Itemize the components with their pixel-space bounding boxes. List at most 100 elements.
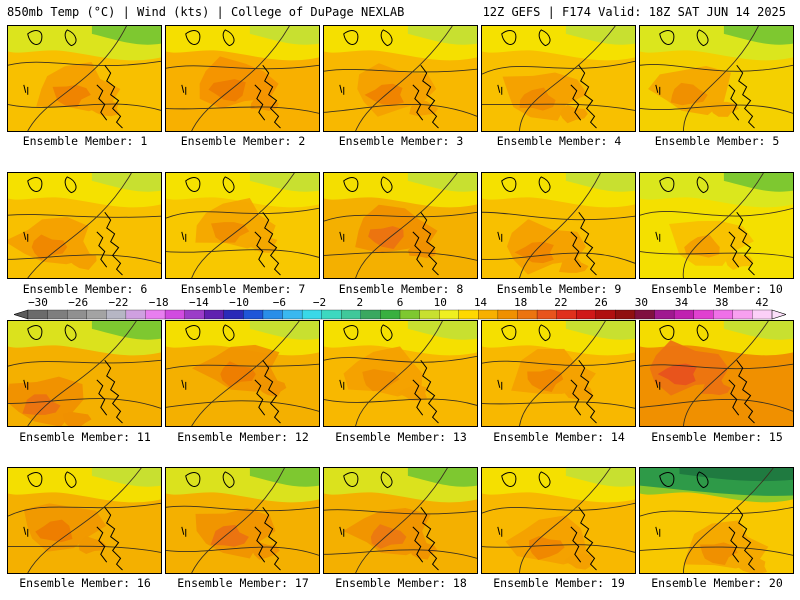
ensemble-member-label: Ensemble Member: 18 bbox=[335, 576, 467, 590]
colorbar-bin bbox=[86, 309, 107, 320]
ensemble-member-label: Ensemble Member: 6 bbox=[22, 282, 148, 296]
temperature-field-map bbox=[166, 468, 319, 573]
colorbar-swatches bbox=[14, 309, 786, 320]
colorbar-tick-label: 26 bbox=[594, 296, 608, 309]
header-title: 850mb Temp (°C) | Wind (kts) | College o… bbox=[7, 5, 405, 19]
colorbar-bin bbox=[47, 309, 68, 320]
ensemble-member-label: Ensemble Member: 11 bbox=[19, 430, 151, 444]
ensemble-member-label: Ensemble Member: 9 bbox=[496, 282, 622, 296]
header-run-info: 12Z GEFS | F174 Valid: 18Z SAT JUN 14 20… bbox=[482, 5, 786, 19]
colorbar-bin bbox=[654, 309, 675, 320]
colorbar-bin bbox=[595, 309, 616, 320]
colorbar-tick-label: 14 bbox=[473, 296, 488, 309]
temperature-field-map bbox=[8, 468, 161, 573]
temperature-field-map bbox=[324, 173, 477, 278]
colorbar-bin bbox=[321, 309, 342, 320]
colorbar-bin bbox=[615, 309, 636, 320]
ensemble-member-label: Ensemble Member: 15 bbox=[651, 430, 783, 444]
ensemble-map-panel bbox=[165, 25, 320, 132]
colorbar-bin bbox=[184, 309, 205, 320]
ensemble-member-label: Ensemble Member: 17 bbox=[177, 576, 309, 590]
colorbar-bin bbox=[713, 309, 734, 320]
ensemble-member-label: Ensemble Member: 14 bbox=[493, 430, 625, 444]
colorbar-bin bbox=[556, 309, 577, 320]
colorbar-tick-label: 30 bbox=[634, 296, 648, 309]
colorbar-bin bbox=[517, 309, 538, 320]
colorbar-bin bbox=[67, 309, 88, 320]
ensemble-member-label: Ensemble Member: 12 bbox=[177, 430, 309, 444]
ensemble-map-panel bbox=[323, 172, 478, 279]
ensemble-member-label: Ensemble Member: 3 bbox=[338, 134, 464, 148]
colorbar-bin bbox=[106, 309, 127, 320]
temperature-field-map bbox=[166, 173, 319, 278]
colorbar-bin bbox=[536, 309, 558, 320]
colorbar-tick-label: −10 bbox=[229, 296, 250, 309]
colorbar-bin bbox=[243, 309, 264, 320]
colorbar-tick-label: 34 bbox=[674, 296, 689, 309]
ensemble-member-label: Ensemble Member: 4 bbox=[496, 134, 622, 148]
ensemble-member-label: Ensemble Member: 16 bbox=[19, 576, 151, 590]
colorbar-bin bbox=[752, 309, 773, 320]
ensemble-map-panel bbox=[7, 25, 162, 132]
colorbar-bin bbox=[223, 309, 244, 320]
ensemble-map-panel bbox=[481, 25, 636, 132]
ensemble-map-panel bbox=[323, 320, 478, 427]
ensemble-map-panel bbox=[639, 172, 794, 279]
ensemble-member-label: Ensemble Member: 5 bbox=[654, 134, 780, 148]
temperature-field-map bbox=[324, 321, 477, 426]
colorbar-bin bbox=[634, 309, 655, 320]
temperature-field-map bbox=[482, 173, 635, 278]
ensemble-map-panel bbox=[639, 320, 794, 427]
colorbar-bin bbox=[301, 309, 323, 320]
temperature-field-map bbox=[482, 468, 635, 573]
ensemble-member-label: Ensemble Member: 19 bbox=[493, 576, 625, 590]
temperature-field-map bbox=[8, 321, 161, 426]
colorbar-max-arrow bbox=[771, 309, 786, 320]
ensemble-member-label: Ensemble Member: 10 bbox=[651, 282, 783, 296]
temperature-field-map bbox=[8, 26, 161, 131]
colorbar-tick-label: −6 bbox=[272, 296, 286, 309]
colorbar-tick-label: 6 bbox=[396, 296, 404, 309]
colorbar-bin bbox=[125, 309, 146, 320]
colorbar-bin bbox=[399, 309, 421, 320]
ensemble-member-label: Ensemble Member: 1 bbox=[22, 134, 148, 148]
colorbar-bin bbox=[164, 309, 186, 320]
temperature-field-map bbox=[166, 321, 319, 426]
colorbar-bin bbox=[282, 309, 303, 320]
colorbar-bin bbox=[204, 309, 225, 320]
colorbar-tick-label: 2 bbox=[356, 296, 364, 309]
colorbar-bin bbox=[341, 309, 362, 320]
colorbar-tick-label: −18 bbox=[148, 296, 169, 309]
ensemble-map-panel bbox=[481, 467, 636, 574]
temperature-field-map bbox=[640, 468, 793, 573]
colorbar-tick-label: −30 bbox=[28, 296, 48, 309]
colorbar-tick-label: 38 bbox=[715, 296, 729, 309]
ensemble-map-panel bbox=[639, 467, 794, 574]
temperature-field-map bbox=[166, 26, 319, 131]
ensemble-member-label: Ensemble Member: 20 bbox=[651, 576, 783, 590]
ensemble-map-panel bbox=[7, 172, 162, 279]
ensemble-map-panel bbox=[165, 467, 320, 574]
colorbar-tick-label: 18 bbox=[514, 296, 528, 309]
ensemble-member-label: Ensemble Member: 13 bbox=[335, 430, 467, 444]
colorbar-bin bbox=[478, 309, 499, 320]
colorbar-tick-label: −14 bbox=[188, 296, 209, 309]
temperature-field-map bbox=[640, 321, 793, 426]
colorbar-min-arrow bbox=[14, 309, 29, 320]
ensemble-member-label: Ensemble Member: 2 bbox=[180, 134, 306, 148]
colorbar-bin bbox=[27, 309, 49, 320]
colorbar-tick-label: 42 bbox=[755, 296, 769, 309]
temperature-field-map bbox=[482, 321, 635, 426]
ensemble-map-panel bbox=[323, 25, 478, 132]
ensemble-map-panel bbox=[165, 320, 320, 427]
colorbar-tick-label: −22 bbox=[108, 296, 129, 309]
colorbar-tick-label: −26 bbox=[68, 296, 89, 309]
ensemble-map-panel bbox=[323, 467, 478, 574]
ensemble-map-panel bbox=[639, 25, 794, 132]
ensemble-map-panel bbox=[481, 172, 636, 279]
ensemble-member-label: Ensemble Member: 7 bbox=[180, 282, 306, 296]
temperature-field-map bbox=[324, 468, 477, 573]
colorbar-tick-label: −2 bbox=[312, 296, 327, 309]
colorbar-bin bbox=[732, 309, 753, 320]
colorbar-bin bbox=[262, 309, 283, 320]
